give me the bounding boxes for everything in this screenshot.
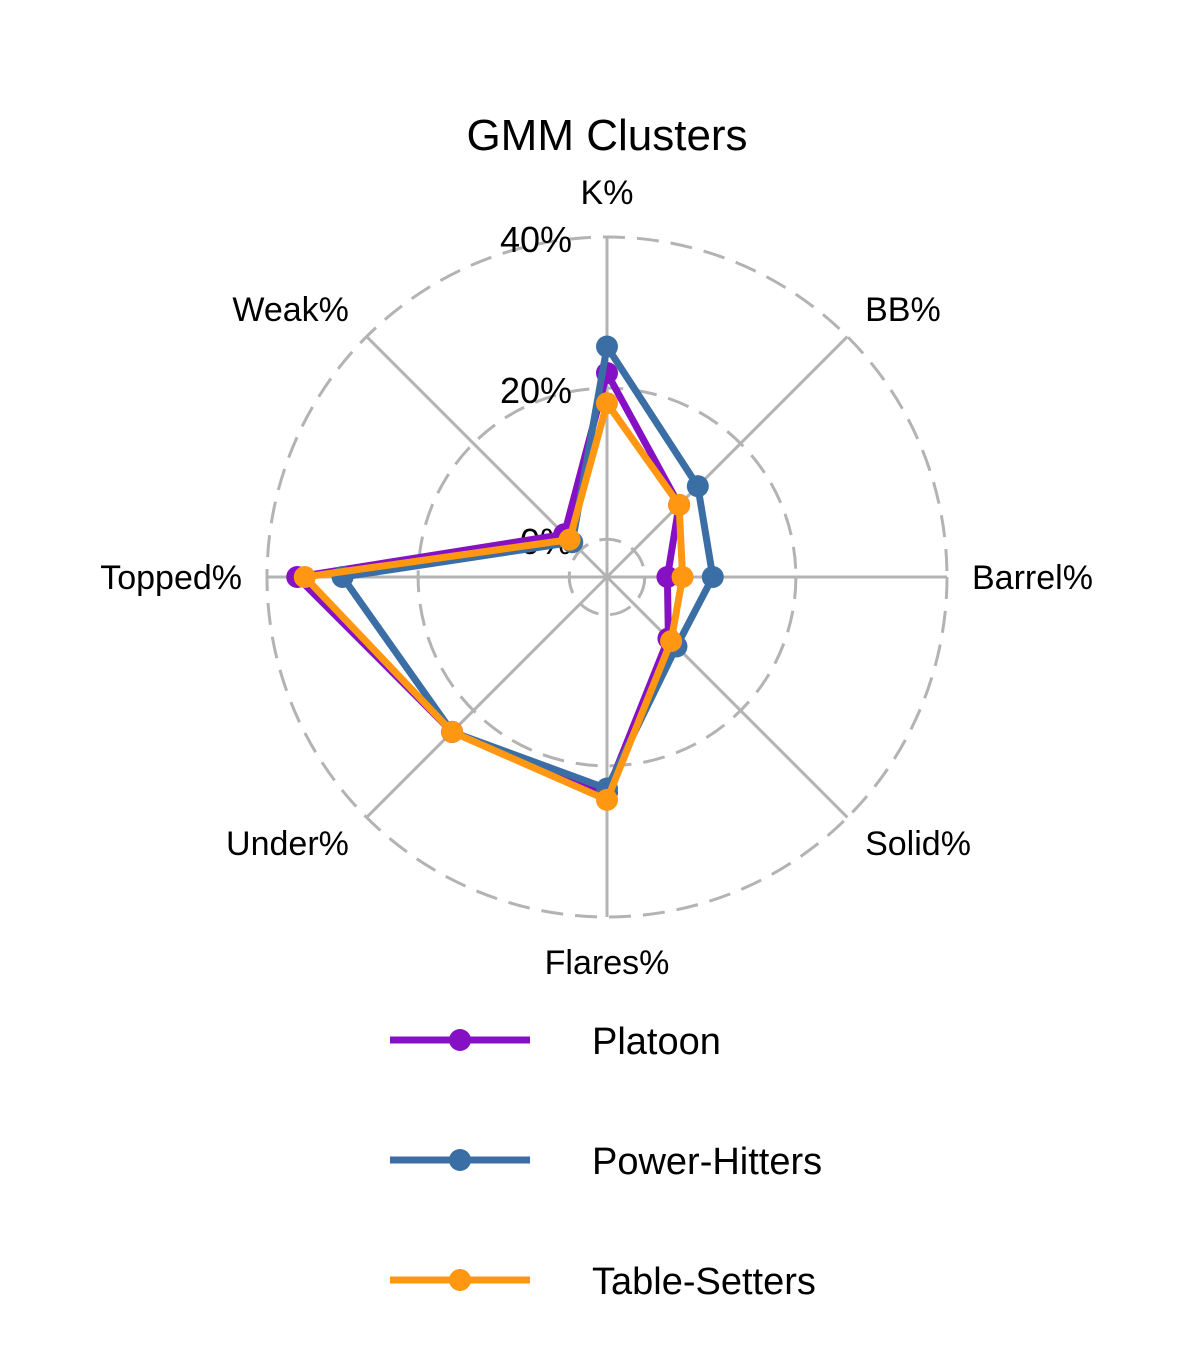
legend-label-2: Table-Setters (592, 1261, 816, 1303)
data-point-1-1 (686, 475, 709, 498)
tick-label-40: 40% (500, 219, 572, 260)
data-point-1-0 (596, 335, 618, 358)
data-point-2-6 (293, 566, 316, 588)
data-point-2-5 (441, 720, 464, 743)
axis-label-2: Barrel% (972, 559, 1093, 597)
data-point-2-3 (660, 630, 683, 653)
legend-marker-2 (449, 1269, 471, 1291)
axis-labels: K% BB% Barrel% Solid% Flares% Under% Topped% We… (100, 174, 1093, 982)
series-line-1 (339, 343, 717, 793)
data-point-2-4 (596, 788, 618, 811)
spoke-3 (605, 575, 849, 819)
data-point-0-2 (656, 566, 679, 588)
data-point-2-2 (671, 566, 694, 588)
legend: Platoon Power-Hitters Table-Setters (390, 1021, 822, 1303)
legend-label-0: Platoon (592, 1021, 721, 1063)
axis-label-4: Flares% (545, 944, 670, 982)
legend-label-1: Power-Hitters (592, 1141, 822, 1183)
radial-tick-labels: 0%20%40% (500, 219, 572, 562)
axis-label-6: Topped% (100, 559, 242, 597)
data-point-2-0 (596, 392, 618, 415)
legend-item-0: Platoon (390, 1021, 721, 1063)
data-point-1-2 (701, 566, 724, 588)
data-point-2-1 (668, 493, 691, 516)
legend-marker-1 (449, 1149, 471, 1171)
axis-label-7: Weak% (232, 291, 349, 329)
spoke-1 (605, 335, 849, 579)
legend-marker-0 (449, 1029, 471, 1051)
series-2 (293, 392, 694, 811)
axis-label-5: Under% (226, 825, 349, 863)
legend-item-2: Table-Setters (390, 1261, 816, 1303)
tick-label-20: 20% (500, 370, 572, 411)
series-layer (286, 335, 724, 811)
spoke-5 (365, 575, 609, 819)
axis-label-0: K% (581, 174, 634, 212)
chart-title: GMM Clusters (466, 111, 747, 160)
axis-label-3: Solid% (865, 825, 971, 863)
legend-item-1: Power-Hitters (390, 1141, 822, 1183)
data-point-2-7 (558, 528, 581, 551)
series-line-0 (293, 369, 683, 796)
axis-label-1: BB% (865, 291, 941, 329)
